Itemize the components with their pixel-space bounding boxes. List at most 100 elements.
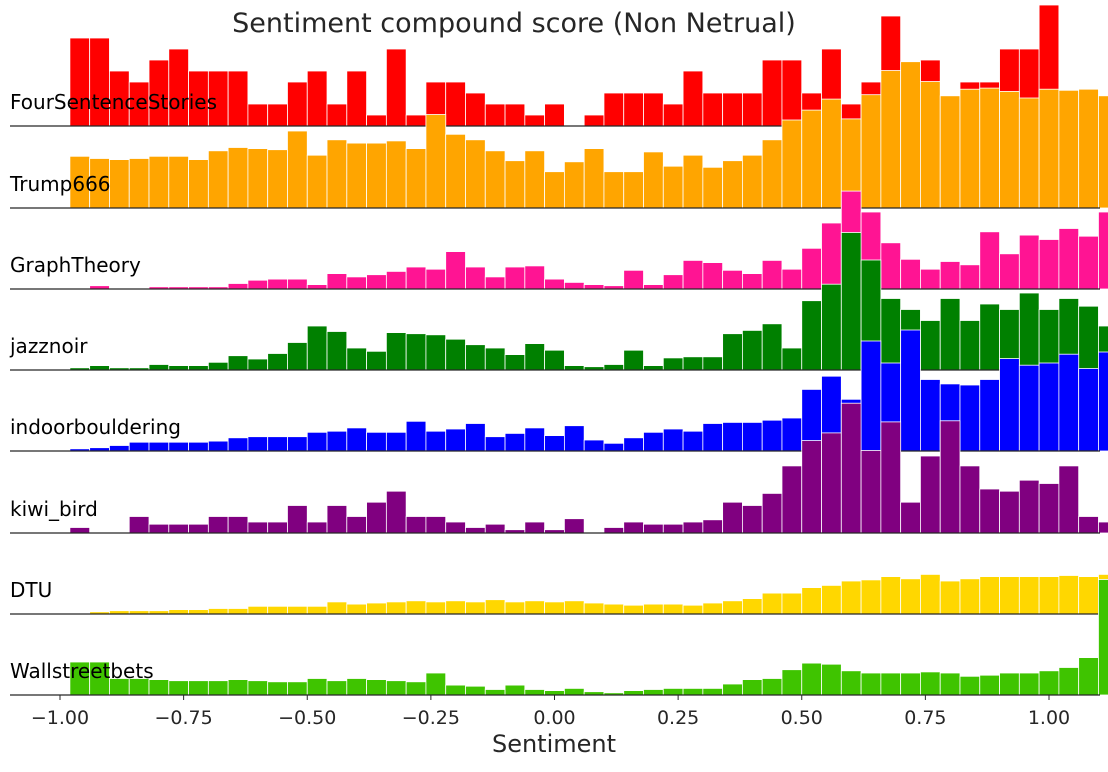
histogram-bar — [484, 276, 506, 290]
histogram-bar — [781, 417, 803, 452]
histogram-bar — [959, 384, 981, 452]
histogram-bar — [801, 662, 822, 696]
histogram-bar — [742, 92, 763, 127]
histogram-bar — [1078, 657, 1099, 696]
histogram-bar — [860, 450, 882, 534]
histogram-bar — [544, 103, 565, 127]
histogram-bar — [742, 329, 763, 371]
row-label: FourSentenceStories — [10, 90, 217, 114]
chart-rows: FourSentenceStories Trump666 GraphTheory ja… — [9, 4, 1108, 696]
histogram-bar — [1078, 516, 1099, 534]
histogram-bar — [346, 603, 367, 615]
histogram-bar — [979, 231, 1000, 290]
histogram-bar — [385, 332, 407, 371]
series-Trump666 — [69, 61, 1108, 209]
histogram-bar — [326, 103, 348, 127]
histogram-bar — [1058, 575, 1080, 615]
histogram-bar — [465, 92, 486, 127]
histogram-bar — [1038, 670, 1060, 696]
histogram-bar — [306, 70, 328, 127]
histogram-bar — [188, 441, 209, 452]
histogram-bar — [563, 161, 585, 209]
histogram-bar — [465, 685, 486, 696]
histogram-bar — [662, 357, 684, 371]
histogram-bar — [1038, 309, 1060, 371]
histogram-bar — [1058, 89, 1080, 209]
histogram-bar — [267, 103, 288, 127]
histogram-bar — [781, 119, 803, 209]
histogram-bar — [207, 361, 229, 371]
histogram-bar — [504, 160, 526, 209]
histogram-bar — [781, 268, 803, 290]
histogram-bar — [405, 333, 427, 371]
histogram-bar — [524, 600, 546, 615]
histogram-bar — [959, 578, 981, 615]
histogram-bar — [148, 441, 170, 452]
histogram-bar — [880, 576, 902, 615]
histogram-bar — [385, 270, 407, 290]
histogram-bar — [880, 70, 902, 209]
histogram-bar — [445, 338, 466, 371]
histogram-bar — [801, 440, 822, 534]
histogram-bar — [267, 521, 288, 534]
histogram-bar — [168, 680, 189, 696]
histogram-bar — [979, 303, 1000, 371]
histogram-bar — [781, 465, 803, 534]
histogram-bar — [900, 258, 921, 290]
histogram-bar — [385, 601, 407, 615]
histogram-bar — [207, 516, 229, 534]
histogram-bar — [168, 441, 189, 452]
histogram-bar — [306, 325, 328, 371]
histogram-bar — [247, 605, 269, 615]
histogram-bar — [227, 608, 249, 615]
histogram-bar — [504, 684, 526, 696]
histogram-bar — [702, 519, 724, 534]
histogram-bar — [326, 430, 348, 452]
histogram-bar — [504, 432, 526, 452]
histogram-bar — [563, 281, 585, 290]
histogram-bar — [524, 689, 546, 696]
row-label: indoorbouldering — [10, 415, 181, 439]
histogram-bar — [524, 265, 546, 290]
histogram-bar — [603, 364, 625, 371]
histogram-bar — [742, 273, 763, 290]
series-DTU — [89, 574, 1108, 615]
histogram-bar — [524, 521, 546, 534]
histogram-bar — [267, 278, 288, 290]
histogram-bar — [821, 585, 842, 615]
row-label: Wallstreetbets — [10, 659, 154, 683]
histogram-bar — [128, 516, 150, 534]
histogram-bar — [623, 604, 644, 615]
histogram-bar — [920, 268, 941, 290]
histogram-bar — [1018, 576, 1040, 615]
histogram-bar — [168, 365, 189, 371]
histogram-bar — [742, 505, 763, 534]
histogram-bar — [742, 421, 763, 452]
histogram-bar — [425, 334, 447, 371]
histogram-bar — [188, 365, 209, 371]
histogram-bar — [761, 678, 783, 696]
series-Wallstreetbets — [69, 579, 1108, 696]
series-indoorbouldering — [69, 329, 1108, 452]
histogram-bar — [247, 103, 269, 127]
histogram-bar — [405, 420, 427, 452]
histogram-bar — [385, 140, 407, 209]
histogram-bar — [1078, 88, 1099, 209]
histogram-bar — [920, 320, 941, 371]
histogram-bar — [1018, 234, 1040, 290]
histogram-bar — [247, 680, 269, 696]
histogram-bar — [603, 171, 625, 209]
histogram-bar — [662, 165, 684, 209]
histogram-bar — [405, 266, 427, 290]
histogram-bar — [662, 428, 684, 452]
histogram-bar — [920, 671, 941, 696]
histogram-bar — [445, 81, 466, 127]
histogram-bar — [1098, 579, 1108, 696]
histogram-bar — [1038, 576, 1060, 615]
histogram-bar — [465, 344, 486, 371]
histogram-bar — [583, 114, 605, 127]
histogram-bar — [207, 608, 229, 615]
histogram-bar — [860, 579, 882, 615]
histogram-bar — [425, 601, 447, 615]
